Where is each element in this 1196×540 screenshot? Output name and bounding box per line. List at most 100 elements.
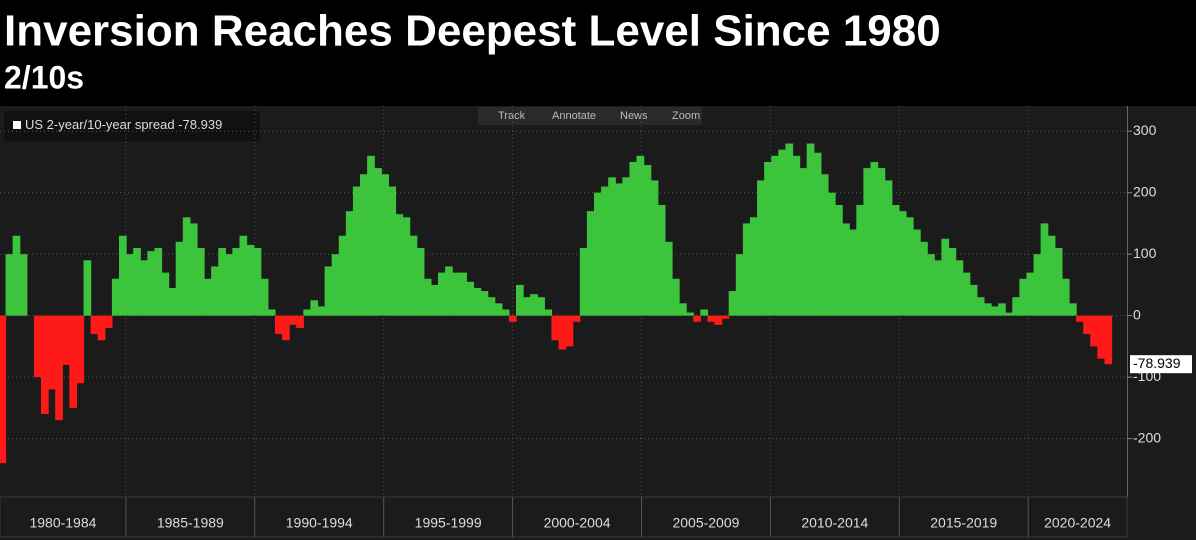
spread-column — [877, 168, 886, 316]
spread-column — [863, 168, 872, 316]
spread-column — [62, 315, 70, 365]
spread-column — [126, 254, 134, 316]
y-tick-label: 200 — [1133, 183, 1157, 199]
toolbar-items: Track Annotate News Zoom — [498, 110, 700, 122]
spread-column — [650, 180, 659, 316]
y-tick-label: 300 — [1133, 122, 1157, 138]
spread-column — [118, 235, 127, 316]
spread-column — [1040, 223, 1049, 316]
spread-column — [707, 315, 716, 322]
x-tick-label: 1995-1999 — [415, 515, 482, 531]
spread-column — [48, 315, 56, 390]
toolbar-button[interactable]: Zoom — [672, 110, 700, 122]
spread-column — [636, 155, 645, 316]
spread-column — [764, 161, 772, 316]
spread-column — [849, 229, 857, 316]
spread-column — [1076, 315, 1084, 322]
spread-column — [785, 143, 794, 316]
spread-column — [565, 315, 574, 347]
spread-column — [310, 300, 319, 316]
spread-column — [388, 186, 397, 316]
spread-column — [1061, 278, 1070, 316]
spread-column — [402, 217, 411, 316]
spread-column — [430, 284, 439, 316]
spread-column — [586, 211, 595, 316]
spread-column — [480, 291, 489, 316]
spread-column — [806, 143, 815, 316]
y-tick-label: 100 — [1133, 245, 1157, 261]
spread-column — [523, 297, 531, 316]
spread-column — [0, 315, 7, 464]
spread-column — [714, 315, 723, 325]
spread-column — [558, 315, 567, 350]
spread-column — [537, 297, 545, 316]
spread-column — [572, 315, 581, 322]
chart-subtitle: 2/10s — [4, 59, 84, 95]
spread-column — [757, 180, 765, 316]
spread-column — [232, 248, 241, 316]
spread-column — [671, 278, 680, 316]
spread-column — [693, 315, 701, 322]
spread-column — [501, 309, 510, 316]
spread-column — [409, 235, 418, 316]
spread-column — [33, 315, 42, 378]
spread-column — [83, 260, 92, 316]
spread-column — [643, 165, 652, 316]
spread-column — [551, 315, 560, 341]
toolbar-button[interactable]: Annotate — [552, 110, 596, 122]
spread-column — [1083, 315, 1091, 335]
spread-column — [55, 315, 63, 421]
spread-column — [225, 254, 234, 316]
spread-column — [1090, 315, 1098, 347]
spread-column — [161, 272, 170, 316]
chart-title: Inversion Reaches Deepest Level Since 19… — [4, 7, 941, 56]
spread-column — [182, 217, 191, 316]
spread-column — [459, 272, 467, 316]
toolbar — [478, 107, 702, 125]
spread-column — [423, 278, 432, 316]
spread-column — [813, 152, 822, 316]
spread-column — [367, 155, 375, 316]
spread-column — [1097, 315, 1106, 359]
spread-column — [778, 149, 787, 316]
spread-column — [19, 254, 28, 316]
plot-panel — [0, 106, 1196, 540]
spread-column — [5, 254, 14, 316]
spread-column — [40, 315, 49, 415]
legend-label: US 2-year/10-year spread -78.939 — [25, 117, 222, 132]
last-value-tag — [1130, 355, 1192, 374]
spread-column — [416, 248, 425, 316]
spread-column — [154, 248, 163, 316]
spread-column — [601, 186, 609, 316]
spread-column — [842, 223, 850, 316]
spread-column — [90, 315, 99, 335]
spread-column — [749, 217, 758, 316]
spread-column — [133, 248, 141, 316]
x-tick-label: 1990-1994 — [286, 515, 353, 531]
spread-column — [1026, 272, 1035, 316]
legend — [4, 111, 260, 141]
spread-column — [1012, 297, 1020, 316]
spread-column — [140, 260, 148, 316]
y-tick-label: -200 — [1133, 429, 1161, 445]
spread-column — [679, 303, 687, 316]
toolbar-button[interactable]: News — [620, 110, 648, 122]
legend-swatch — [13, 121, 21, 129]
toolbar-button[interactable]: Track — [498, 110, 526, 122]
y-tick-label: 0 — [1133, 306, 1141, 322]
spread-column — [516, 284, 524, 316]
spread-column — [593, 192, 602, 316]
spread-column — [12, 235, 21, 316]
spread-column — [920, 241, 928, 316]
spread-column — [771, 155, 779, 316]
spread-column — [955, 260, 964, 316]
spread-column — [898, 211, 907, 316]
last-value-label: -78.939 — [1133, 355, 1181, 371]
spread-column — [728, 291, 737, 316]
x-tick-label: 1980-1984 — [29, 515, 96, 531]
spread-column — [1069, 303, 1077, 316]
spread-column — [196, 248, 205, 316]
spread-column — [175, 241, 184, 316]
